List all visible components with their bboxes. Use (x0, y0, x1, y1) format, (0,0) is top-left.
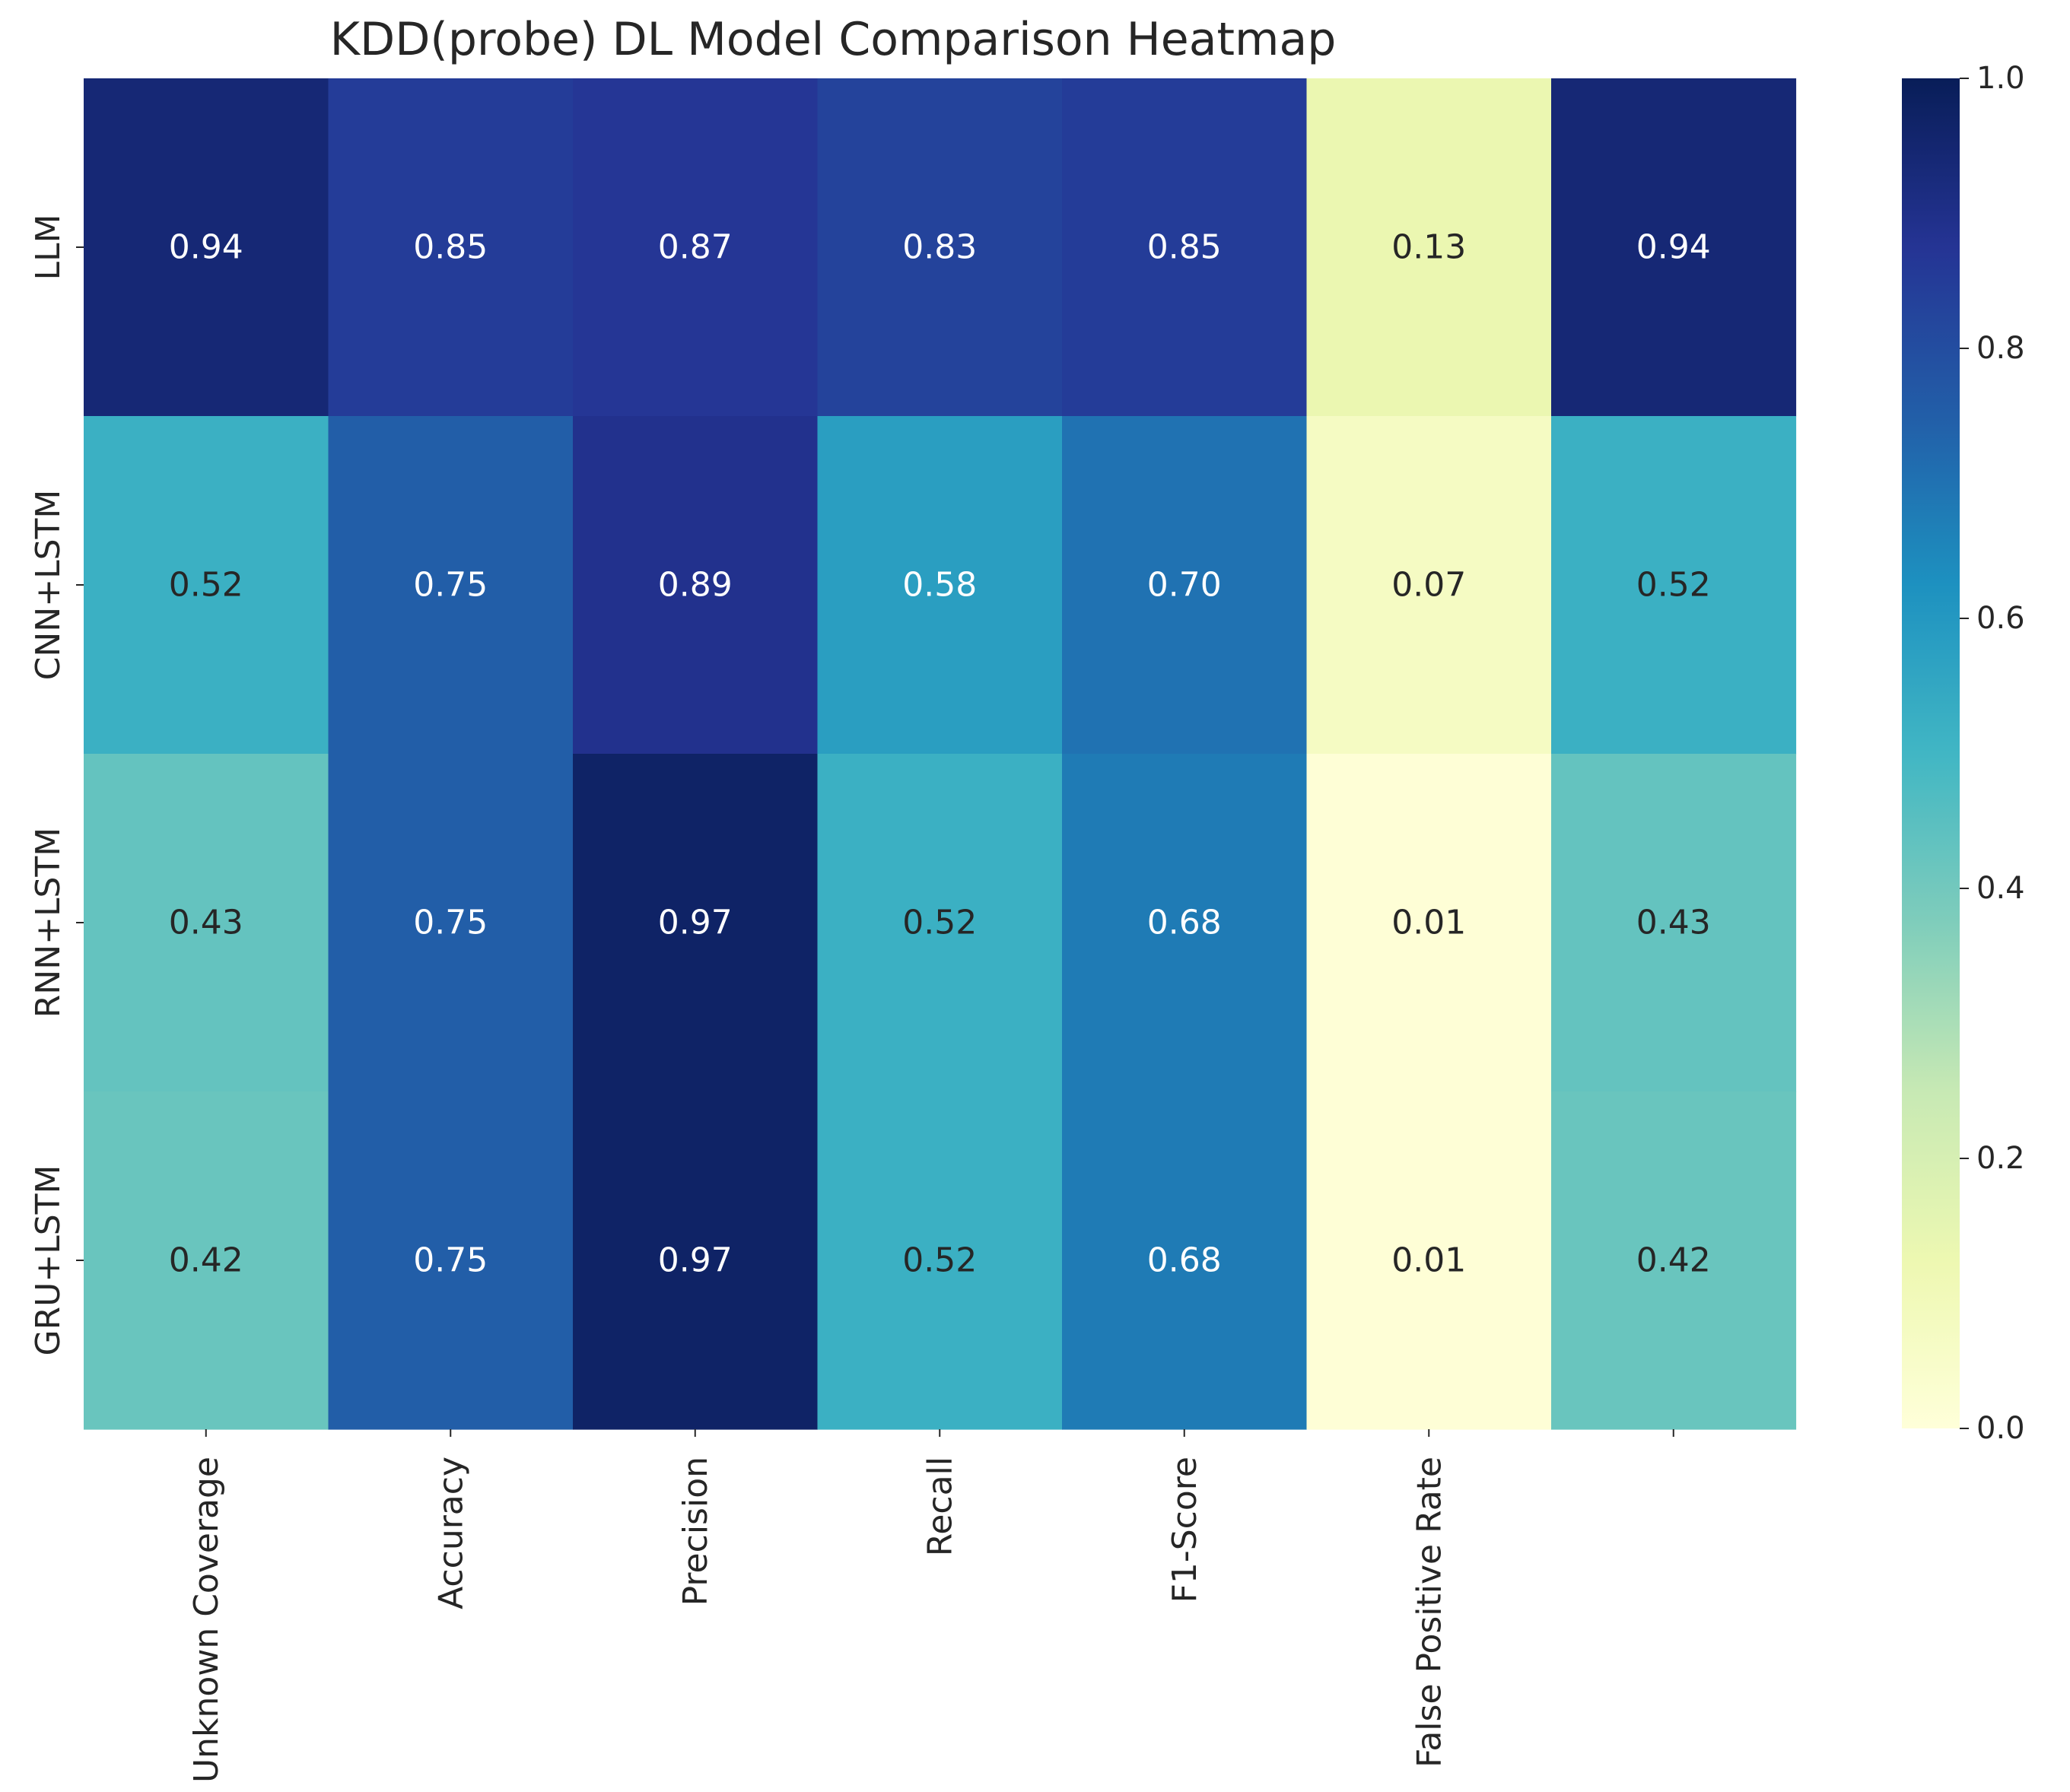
heatmap-cell (1062, 78, 1308, 417)
colorbar-gradient (1902, 78, 1960, 1428)
heatmap-cells: 0.94 0.85 0.87 0.83 0.85 0.13 0.94 0.52 0.75 0.89… (84, 78, 1797, 1430)
row-label: LLM (29, 214, 68, 281)
cell-value-label: 0.52 (1636, 566, 1711, 605)
column-label: Unknown Coverage (187, 1457, 226, 1783)
heatmap-cell (328, 416, 574, 755)
heatmap-cell (573, 1091, 819, 1430)
heatmap-cell (1306, 78, 1552, 417)
heatmap-cell (1306, 416, 1552, 755)
heatmap-cell (328, 754, 574, 1092)
heatmap-cell (573, 416, 819, 755)
cell-value-label: 0.07 (1391, 566, 1466, 605)
heatmap-cell (1551, 1091, 1797, 1430)
cell-value-label: 0.83 (902, 228, 977, 267)
heatmap-cell (817, 1091, 1063, 1430)
cell-value-label: 0.70 (1147, 566, 1222, 605)
column-label: F1-Score (1165, 1457, 1204, 1603)
cell-value-label: 0.52 (169, 566, 243, 605)
heatmap-cell (573, 754, 819, 1092)
heatmap-cell (573, 78, 819, 417)
cell-value-label: 0.68 (1147, 904, 1222, 942)
heatmap-cell (1551, 416, 1797, 755)
cell-value-label: 0.01 (1391, 904, 1466, 942)
cell-value-label: 0.87 (658, 228, 733, 267)
column-label: Accuracy (432, 1457, 471, 1609)
cell-value-label: 0.13 (1391, 228, 1466, 267)
heatmap-cell (84, 416, 329, 755)
heatmap-cell (1062, 754, 1308, 1092)
heatmap-cell (817, 78, 1063, 417)
heatmap-cell (1062, 416, 1308, 755)
chart-title: KDD(probe) DL Model Comparison Heatmap (330, 13, 1337, 66)
cell-value-label: 0.68 (1147, 1241, 1222, 1280)
heatmap-cell (1306, 754, 1552, 1092)
cell-value-label: 0.94 (169, 228, 243, 267)
heatmap-cell (84, 78, 329, 417)
row-label: GRU+LSTM (29, 1164, 68, 1355)
cell-value-label: 0.52 (902, 904, 977, 942)
cell-value-label: 0.97 (658, 904, 733, 942)
cell-value-label: 0.52 (902, 1241, 977, 1280)
heatmap-cell (1551, 754, 1797, 1092)
heatmap-cell (84, 754, 329, 1092)
heatmap-cell (84, 1091, 329, 1430)
heatmap-cell (817, 754, 1063, 1092)
cell-value-label: 0.94 (1636, 228, 1711, 267)
cell-value-label: 0.58 (902, 566, 977, 605)
colorbar-tick-label: 0.2 (1976, 1141, 2025, 1176)
heatmap-cell (1551, 78, 1797, 417)
heatmap-cell (1306, 1091, 1552, 1430)
cell-value-label: 0.43 (169, 904, 243, 942)
colorbar-tick-label: 0.0 (1976, 1411, 2025, 1446)
colorbar-tick-label: 0.6 (1976, 601, 2025, 636)
column-label: Recall (921, 1457, 960, 1556)
cell-value-label: 0.75 (413, 904, 488, 942)
colorbar-tick-label: 1.0 (1976, 61, 2025, 96)
column-labels: Unknown Coverage Accuracy Precision Recall F… (187, 1429, 1674, 1783)
cell-value-label: 0.42 (1636, 1241, 1711, 1280)
heatmap-cell (328, 1091, 574, 1430)
cell-value-label: 0.01 (1391, 1241, 1466, 1280)
heatmap-cell (328, 78, 574, 417)
heatmap-cell (1062, 1091, 1308, 1430)
colorbar-tick-label: 0.8 (1976, 331, 2025, 366)
cell-value-label: 0.42 (169, 1241, 243, 1280)
colorbar-tick-label: 0.4 (1976, 871, 2025, 906)
column-label: False Positive Rate (1410, 1457, 1449, 1768)
colorbar: 0.0 0.2 0.4 0.6 0.8 1.0 (1902, 61, 2025, 1446)
column-label: Precision (676, 1457, 715, 1606)
row-label: CNN+LSTM (29, 490, 68, 681)
cell-value-label: 0.89 (658, 566, 733, 605)
row-labels: LLM CNN+LSTM RNN+LSTM GRU+LSTM (29, 214, 84, 1356)
cell-value-label: 0.85 (413, 228, 488, 267)
cell-value-label: 0.97 (658, 1241, 733, 1280)
row-label: RNN+LSTM (29, 828, 68, 1018)
cell-value-label: 0.43 (1636, 904, 1711, 942)
cell-value-label: 0.85 (1147, 228, 1222, 267)
cell-value-label: 0.75 (413, 566, 488, 605)
heatmap-cell (817, 416, 1063, 755)
cell-value-label: 0.75 (413, 1241, 488, 1280)
